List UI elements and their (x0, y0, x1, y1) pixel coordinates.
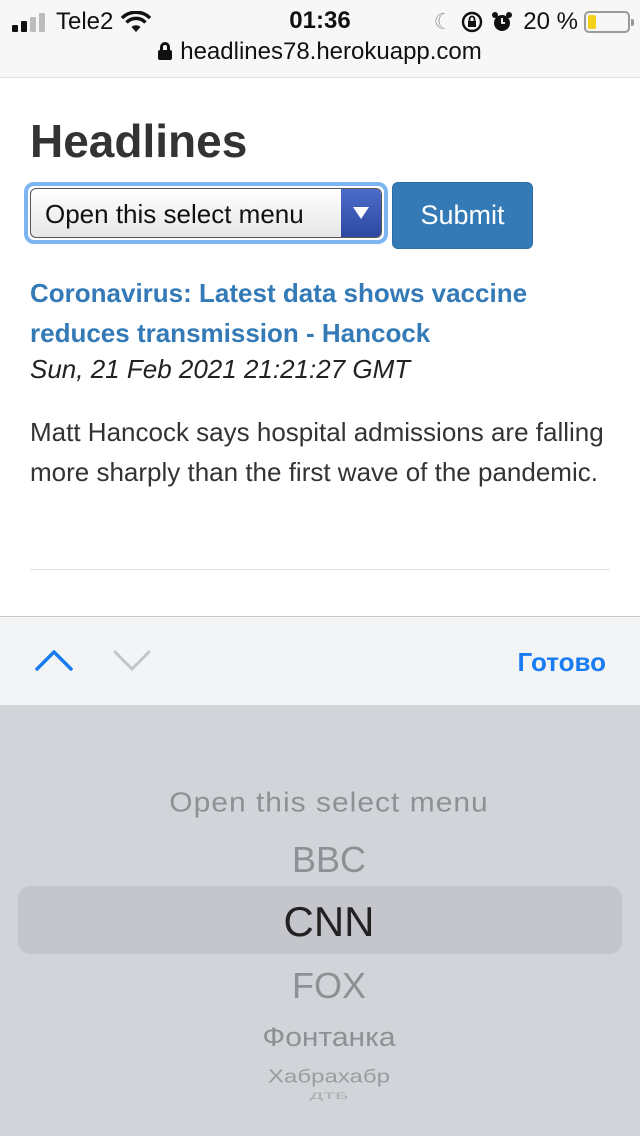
chevron-down-icon[interactable] (112, 645, 152, 675)
status-right: ☾ 20 % (433, 8, 634, 36)
article-title-link[interactable]: Coronavirus: Latest data shows vaccine r… (30, 278, 528, 348)
article-date: Sun, 21 Feb 2021 21:21:27 GMT (30, 354, 411, 384)
divider (30, 569, 610, 570)
battery-nub (631, 19, 634, 26)
chevron-down-icon (341, 189, 381, 237)
battery-fill (588, 15, 596, 29)
picker-option[interactable]: BBC (291, 839, 367, 880)
wifi-icon (121, 11, 152, 32)
orientation-lock-icon (462, 11, 483, 33)
page-title: Headlines (30, 115, 248, 167)
picker-option[interactable]: FOX (291, 965, 366, 1006)
source-select-focus-ring: Open this select menu (24, 182, 388, 244)
picker-option[interactable]: ДТБ (309, 1091, 349, 1102)
battery-icon (584, 11, 634, 33)
picker-option-selected[interactable]: CNN (283, 898, 375, 945)
browser-top-bar: Tele2 01:36 ☾ 20 % (0, 0, 640, 78)
address-bar[interactable]: headlines78.herokuapp.com (0, 38, 640, 66)
moon-icon: ☾ (433, 9, 454, 34)
battery-percent: 20 % (523, 8, 578, 35)
source-select[interactable]: Open this select menu (30, 188, 382, 238)
picker-option[interactable]: Хабрахабр (268, 1066, 390, 1087)
status-left: Tele2 (12, 8, 152, 36)
done-button[interactable]: Готово (517, 647, 606, 677)
submit-button[interactable]: Submit (392, 182, 533, 249)
picker-option[interactable]: Фонтанка (262, 1022, 396, 1053)
chevron-up-icon[interactable] (34, 645, 74, 675)
article-description: Matt Hancock says hospital admissions ar… (30, 417, 604, 487)
picker-wheel[interactable]: Open this select menu BBC CNN FOX Фонтан… (0, 705, 640, 1136)
select-value: Open this select menu (45, 199, 304, 229)
picker-option[interactable]: Open this select menu (169, 787, 489, 818)
picker-toolbar: Готово (0, 616, 640, 705)
alarm-icon (492, 12, 513, 31)
picker-selection-highlight (18, 886, 622, 954)
signal-icon (12, 12, 48, 32)
url-text: headlines78.herokuapp.com (180, 38, 482, 65)
lock-icon (158, 42, 173, 60)
clock: 01:36 (289, 7, 351, 34)
carrier-name: Tele2 (56, 8, 114, 35)
status-bar: Tele2 01:36 ☾ 20 % (0, 0, 640, 40)
